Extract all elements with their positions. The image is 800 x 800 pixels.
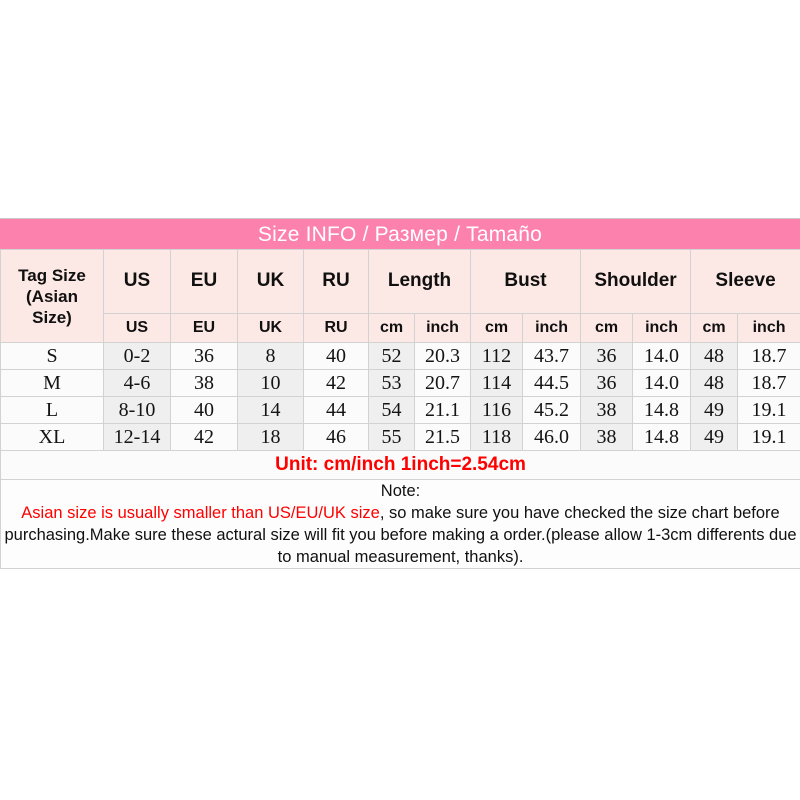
table-row: M 4-6 38 10 42 53 20.7 114 44.5 36 14.0 … [0, 369, 800, 397]
cell-bust-cm: 116 [470, 396, 524, 424]
cell-length-inch: 20.3 [413, 342, 472, 370]
cell-tag: M [0, 369, 104, 397]
cell-ru: 46 [303, 423, 369, 451]
cell-shoulder-inch: 14.0 [632, 369, 692, 397]
cell-eu: 38 [170, 369, 238, 397]
cell-length-cm: 52 [368, 342, 415, 370]
cell-eu: 42 [170, 423, 238, 451]
cell-ru: 42 [303, 369, 369, 397]
header-ru: RU [303, 249, 369, 314]
cell-bust-cm: 118 [470, 423, 524, 451]
cell-sleeve-inch: 19.1 [737, 423, 800, 451]
cell-shoulder-inch: 14.8 [632, 423, 692, 451]
header-uk: UK [237, 249, 304, 314]
cell-ru: 40 [303, 342, 369, 370]
cell-uk: 10 [237, 369, 304, 397]
header-bust-inch: inch [522, 312, 582, 344]
cell-length-cm: 53 [368, 369, 415, 397]
cell-uk: 14 [237, 396, 304, 424]
cell-shoulder-cm: 38 [580, 423, 634, 451]
cell-us: 8-10 [103, 396, 171, 424]
header-shoulder: Shoulder [580, 249, 692, 314]
unit-row: Unit: cm/inch 1inch=2.54cm [0, 450, 800, 480]
note-body: Asian size is usually smaller than US/EU… [1, 502, 800, 568]
cell-sleeve-cm: 49 [690, 396, 739, 424]
cell-us: 12-14 [103, 423, 171, 451]
header-tag-size-line1: Tag Size [18, 265, 86, 285]
table-header-sub-row: US EU UK RU cm inch cm inch cm inch cm i… [1, 312, 800, 344]
cell-uk: 18 [237, 423, 304, 451]
cell-sleeve-inch: 19.1 [737, 396, 800, 424]
cell-shoulder-cm: 36 [580, 342, 634, 370]
cell-length-inch: 21.1 [413, 396, 472, 424]
size-table: Tag Size (Asian Size) US EU UK RU Length… [0, 249, 800, 569]
cell-sleeve-cm: 48 [690, 369, 739, 397]
header-tag-size-line3: Size) [32, 307, 72, 327]
cell-eu: 36 [170, 342, 238, 370]
cell-sleeve-inch: 18.7 [737, 369, 800, 397]
cell-length-cm: 54 [368, 396, 415, 424]
header-shoulder-inch: inch [632, 312, 692, 344]
table-row: S 0-2 36 8 40 52 20.3 112 43.7 36 14.0 4… [0, 342, 800, 370]
cell-uk: 8 [237, 342, 304, 370]
header-shoulder-cm: cm [580, 312, 634, 344]
header-sleeve: Sleeve [690, 249, 800, 314]
cell-bust-cm: 112 [470, 342, 524, 370]
cell-sleeve-cm: 48 [690, 342, 739, 370]
unit-text: Unit: cm/inch 1inch=2.54cm [0, 450, 800, 480]
cell-shoulder-cm: 36 [580, 369, 634, 397]
cell-us: 4-6 [103, 369, 171, 397]
cell-length-inch: 20.7 [413, 369, 472, 397]
cell-tag: L [0, 396, 104, 424]
header-bust: Bust [470, 249, 582, 314]
header-sleeve-inch: inch [737, 312, 800, 344]
header-sleeve-cm: cm [690, 312, 739, 344]
note-cell: Note: Asian size is usually smaller than… [0, 479, 800, 569]
header-eu: EU [170, 249, 238, 314]
cell-shoulder-cm: 38 [580, 396, 634, 424]
cell-bust-cm: 114 [470, 369, 524, 397]
table-header-group-row: Tag Size (Asian Size) US EU UK RU Length… [0, 249, 800, 343]
cell-length-inch: 21.5 [413, 423, 472, 451]
table-row: XL 12-14 42 18 46 55 21.5 118 46.0 38 14… [0, 423, 800, 451]
cell-shoulder-inch: 14.8 [632, 396, 692, 424]
header-us: US [103, 249, 171, 314]
header-us-sub: US [103, 312, 171, 344]
header-tag-size: Tag Size (Asian Size) [0, 249, 104, 343]
cell-eu: 40 [170, 396, 238, 424]
cell-sleeve-cm: 49 [690, 423, 739, 451]
header-ru-sub: RU [303, 312, 369, 344]
size-chart: Size INFO / Размер / Tamaño Tag Size (As… [0, 218, 800, 569]
cell-bust-inch: 44.5 [522, 369, 582, 397]
cell-length-cm: 55 [368, 423, 415, 451]
cell-ru: 44 [303, 396, 369, 424]
cell-tag: XL [0, 423, 104, 451]
note-black-text: , so make sure you have checked the size… [4, 504, 797, 566]
table-row: L 8-10 40 14 44 54 21.1 116 45.2 38 14.8… [0, 396, 800, 424]
note-red-text: Asian size is usually smaller than US/EU… [21, 504, 380, 522]
header-length-inch: inch [413, 312, 472, 344]
cell-sleeve-inch: 18.7 [737, 342, 800, 370]
header-tag-size-line2: (Asian [26, 286, 78, 306]
cell-shoulder-inch: 14.0 [632, 342, 692, 370]
header-uk-sub: UK [237, 312, 304, 344]
header-length-cm: cm [368, 312, 415, 344]
note-row: Note: Asian size is usually smaller than… [0, 479, 800, 569]
cell-us: 0-2 [103, 342, 171, 370]
note-label: Note: [380, 482, 421, 500]
cell-bust-inch: 43.7 [522, 342, 582, 370]
header-length: Length [367, 249, 472, 314]
cell-bust-inch: 46.0 [522, 423, 582, 451]
size-chart-title: Size INFO / Размер / Tamaño [0, 218, 800, 249]
cell-tag: S [0, 342, 104, 370]
header-bust-cm: cm [470, 312, 524, 344]
cell-bust-inch: 45.2 [522, 396, 582, 424]
header-eu-sub: EU [170, 312, 238, 344]
